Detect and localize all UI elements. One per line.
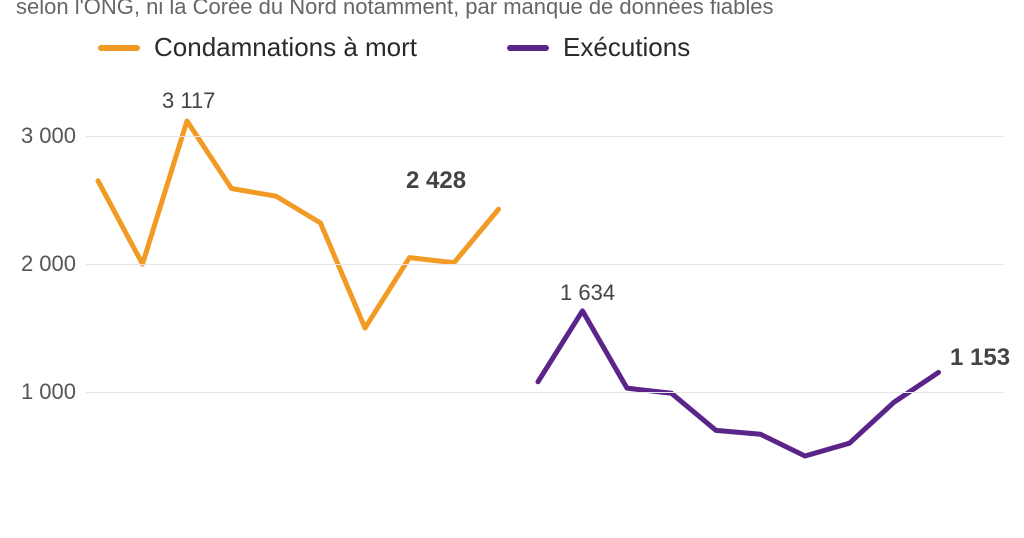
- legend-label-right: Exécutions: [563, 32, 690, 63]
- gridline: [86, 136, 1004, 137]
- legend-item-executions: Exécutions: [507, 32, 690, 63]
- subtitle-text: selon l'ONG, ni la Corée du Nord notamme…: [16, 0, 774, 20]
- value-annotation: 2 428: [406, 167, 466, 195]
- y-axis-tick-label: 3 000: [6, 123, 76, 149]
- legend-label-left: Condamnations à mort: [154, 32, 417, 63]
- y-axis-tick-label: 2 000: [6, 251, 76, 277]
- legend-item-condamnations: Condamnations à mort: [98, 32, 417, 63]
- gridline: [86, 392, 1004, 393]
- value-annotation: 3 117: [162, 88, 215, 114]
- plot-svg: [0, 80, 1024, 538]
- gridline: [86, 264, 1004, 265]
- chart-container: selon l'ONG, ni la Corée du Nord notamme…: [0, 0, 1024, 538]
- value-annotation: 1 153: [950, 344, 1010, 372]
- legend: Condamnations à mort Exécutions: [0, 32, 1024, 63]
- value-annotation: 1 634: [560, 280, 615, 306]
- y-axis-tick-label: 1 000: [6, 379, 76, 405]
- legend-swatch-left: [98, 45, 140, 51]
- line-executions: [538, 311, 939, 456]
- chart-area: 1 000 2 000 3 000 3 117 2 428 1 634 1 153: [0, 80, 1024, 538]
- legend-swatch-right: [507, 45, 549, 51]
- line-condamnations: [98, 121, 499, 328]
